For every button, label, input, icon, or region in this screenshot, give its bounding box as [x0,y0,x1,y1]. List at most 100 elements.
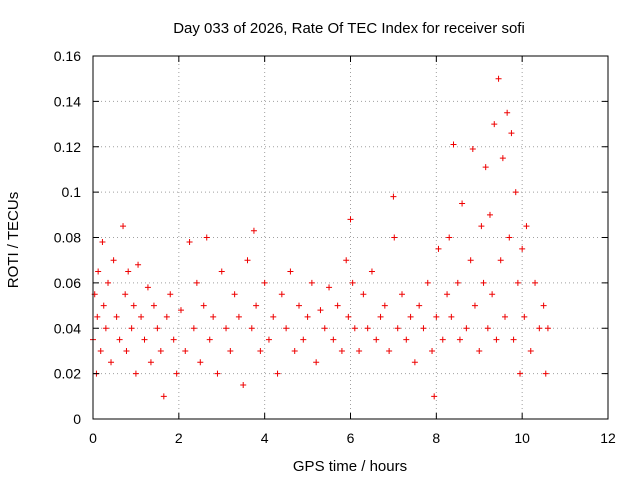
data-point [448,313,455,320]
data-point [356,347,363,354]
data-point [203,234,210,241]
data-point [313,359,320,366]
data-point [456,336,463,343]
x-tick-label: 10 [514,430,530,446]
data-point [132,370,139,377]
data-point [128,325,135,332]
data-point [253,302,260,309]
data-point [459,200,466,207]
data-point [296,302,302,309]
data-point [411,359,418,366]
data-point [495,75,502,82]
data-point [326,284,333,291]
data-point [491,121,498,128]
data-point [544,325,551,332]
data-point [231,291,238,298]
data-point [463,325,470,332]
data-point [467,257,474,264]
data-point [100,302,107,309]
data-point [283,325,290,332]
data-point [287,268,294,275]
data-point [105,279,112,286]
data-point [186,239,193,246]
data-point [416,302,423,309]
chart-title: Day 033 of 2026, Rate Of TEC Index for r… [173,20,525,37]
data-point [270,313,277,320]
x-tick-label: 4 [261,430,269,446]
data-point [489,291,496,298]
data-point [210,313,217,320]
data-point [154,325,161,332]
data-point [508,130,515,137]
data-point [304,313,311,320]
data-point [480,279,487,286]
data-point [167,291,174,298]
data-point [343,257,350,264]
x-tick-label: 12 [600,430,616,446]
data-point [308,279,315,286]
y-tick-label: 0.12 [54,139,81,155]
data-point [512,189,519,196]
data-point [330,336,337,343]
data-point [265,336,272,343]
data-point [502,313,508,320]
data-point [300,336,307,343]
data-point [150,302,157,309]
data-point [519,245,526,252]
data-point [244,257,251,264]
axis-ticks [92,55,609,420]
data-point [364,325,371,332]
data-point [536,325,543,332]
data-point [177,307,184,314]
data-point [542,370,549,377]
data-point [478,223,485,230]
data-point [499,155,506,162]
data-point [523,223,530,230]
data-point [257,347,264,354]
data-point [214,370,221,377]
data-point [391,234,398,241]
data-point [484,325,491,332]
data-point [317,307,324,314]
data-point [123,347,130,354]
data-point [338,347,345,354]
data-point [122,291,129,298]
data-point [373,336,380,343]
data-point [94,313,101,320]
data-point [206,336,213,343]
x-tick-label: 8 [432,430,440,446]
data-point [170,336,177,343]
y-tick-label: 0.02 [54,366,81,382]
data-point [223,325,230,332]
data-point [227,347,234,354]
data-point [521,313,528,320]
data-point [386,347,393,354]
data-points [90,75,551,400]
data-point [420,325,427,332]
data-point [334,302,341,309]
data-point [274,370,281,377]
data-point [218,268,225,275]
data-point [278,291,285,298]
data-point [471,302,478,309]
data-point [102,325,109,332]
data-point [144,284,151,291]
data-point [250,227,257,234]
data-point [435,245,442,252]
data-point [157,347,164,354]
data-point [173,370,180,377]
data-point [120,223,127,230]
y-tick-label: 0 [73,411,81,427]
data-point [163,313,170,320]
data-point [540,302,547,309]
data-point [125,268,132,275]
data-point [190,325,197,332]
data-point [482,164,489,171]
data-point [493,336,500,343]
data-point [377,313,384,320]
data-point [506,234,513,241]
data-point [291,347,298,354]
data-point [514,279,521,286]
data-point [116,336,123,343]
